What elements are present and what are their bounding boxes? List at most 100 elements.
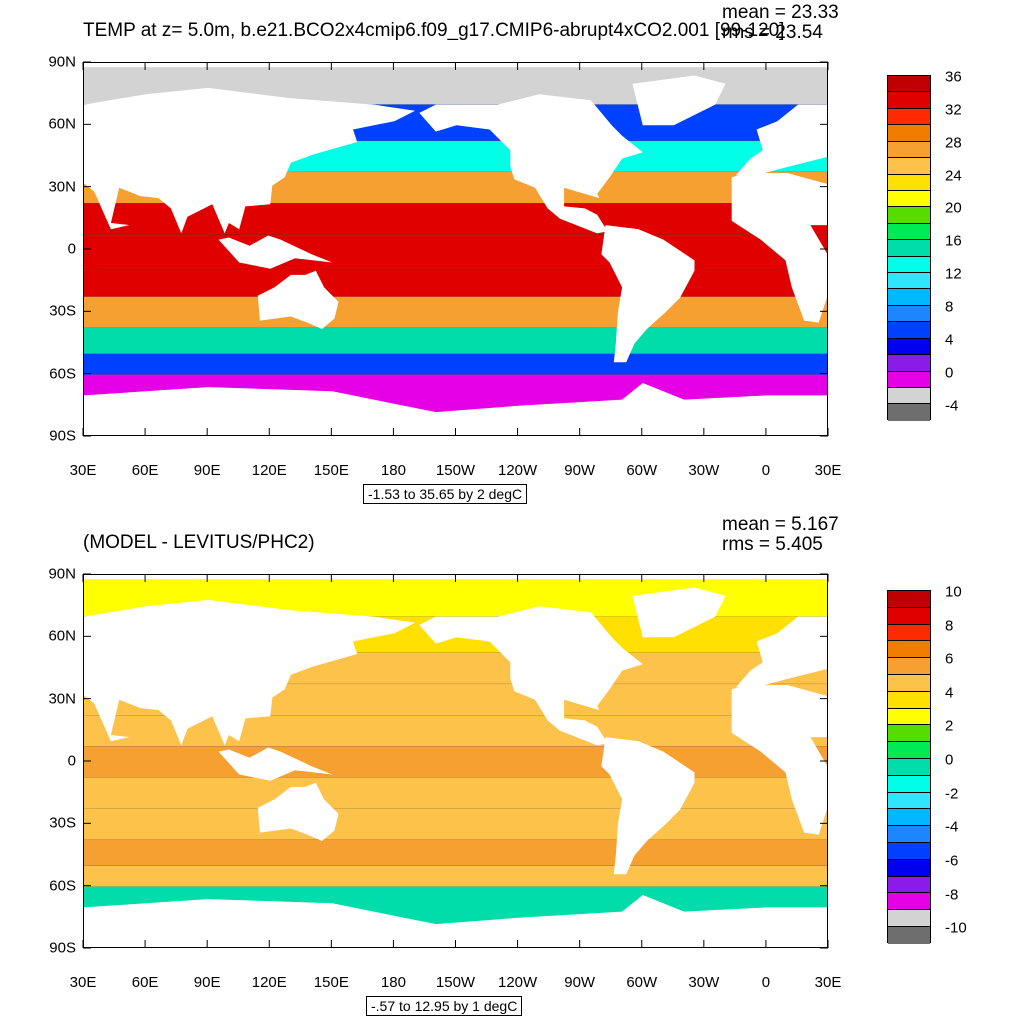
y-tick-label: 90N — [48, 565, 76, 583]
colorbar-swatch — [888, 338, 930, 356]
colorbar — [887, 75, 931, 421]
mean-label: mean = 23.33 — [722, 2, 839, 23]
colorbar-label: 28 — [945, 134, 962, 152]
sst-band — [84, 746, 827, 778]
rms-label: rms = 23.54 — [722, 22, 823, 43]
x-tick-label: 90W — [564, 462, 596, 479]
colorbar-swatch — [888, 842, 930, 860]
colorbar-swatch — [888, 725, 930, 743]
land-mask — [601, 225, 695, 363]
land-mask — [735, 616, 827, 688]
colorbar-label: 36 — [945, 68, 962, 86]
land-mask — [419, 606, 643, 746]
colorbar-label: 8 — [945, 617, 954, 635]
colorbar-swatch — [888, 926, 930, 944]
land-mask — [84, 895, 827, 947]
map-plot-area — [83, 62, 828, 436]
axis-ticks — [82, 61, 829, 437]
colorbar-swatch — [888, 624, 930, 642]
colorbar-swatch — [888, 859, 930, 877]
sst-band — [84, 839, 827, 866]
x-tick-label: 90E — [193, 462, 221, 479]
colorbar-swatch — [888, 893, 930, 911]
colorbar-swatch — [888, 708, 930, 726]
colorbar-label: -2 — [945, 785, 959, 803]
y-tick-label: 60S — [49, 365, 76, 383]
colorbar-label: -4 — [945, 397, 959, 415]
x-tick-label: 120W — [497, 974, 538, 991]
x-tick-label: 0 — [761, 462, 771, 479]
x-tick-label: 30W — [688, 462, 720, 479]
y-tick-label: 30N — [48, 690, 76, 708]
x-tick-label: 30W — [688, 974, 720, 991]
chart-panel-difference: (MODEL - LEVITUS/PHC2) mean = 5.167 rms … — [0, 512, 1024, 1024]
chart-title: (MODEL - LEVITUS/PHC2) — [83, 532, 315, 553]
colorbar-swatch — [888, 876, 930, 894]
colorbar-swatch — [888, 591, 930, 608]
colorbar-swatch — [888, 607, 930, 625]
map-svg — [84, 575, 827, 947]
axis-ticks — [82, 573, 829, 949]
colorbar-label: 0 — [945, 751, 954, 769]
sst-band — [84, 777, 827, 809]
colorbar-label: 16 — [945, 232, 962, 250]
x-tick-label: 30E — [814, 974, 842, 991]
colorbar-swatch — [888, 792, 930, 810]
colorbar-swatch — [888, 305, 930, 323]
colorbar-swatch — [888, 674, 930, 692]
colorbar-swatch — [888, 92, 930, 109]
land-mask — [257, 270, 339, 329]
mean-label: mean = 5.167 — [722, 514, 839, 535]
colorbar-swatch — [888, 910, 930, 927]
colorbar-swatch — [888, 371, 930, 389]
y-tick-label: 90S — [49, 427, 76, 445]
map-svg — [84, 63, 827, 435]
colorbar-label: -4 — [945, 818, 959, 836]
colorbar-label: 4 — [945, 331, 954, 349]
colorbar-swatch — [888, 404, 930, 421]
x-tick-label: 120E — [251, 974, 287, 991]
land-mask — [84, 599, 416, 746]
land-mask — [632, 587, 726, 638]
x-tick-label: 60W — [626, 462, 658, 479]
land-mask — [731, 173, 827, 323]
y-tick-label: 30S — [49, 302, 76, 320]
sst-band — [84, 296, 827, 328]
sst-band — [84, 203, 827, 235]
colorbar-swatch — [888, 691, 930, 709]
colorbar-swatch — [888, 641, 930, 659]
colorbar-label: 10 — [945, 583, 962, 601]
colorbar-swatch — [888, 190, 930, 208]
x-tick-label: 30E — [69, 462, 97, 479]
colorbar-swatch — [888, 240, 930, 257]
sst-band — [84, 327, 827, 354]
contour-range-label: -1.53 to 35.65 by 2 degC — [363, 484, 528, 504]
y-tick-label: 0 — [67, 240, 76, 258]
land-mask — [218, 747, 333, 781]
x-tick-label: 60W — [626, 974, 658, 991]
land-mask — [84, 383, 827, 435]
x-tick-label: 120E — [251, 462, 287, 479]
land-mask — [632, 75, 726, 126]
sst-band — [84, 265, 827, 297]
colorbar-swatch — [888, 125, 930, 142]
y-tick-label: 90S — [49, 939, 76, 957]
colorbar-swatch — [888, 826, 930, 843]
x-tick-label: 150E — [313, 974, 349, 991]
colorbar-label: 2 — [945, 717, 954, 735]
land-mask — [257, 782, 339, 841]
colorbar-swatch — [888, 775, 930, 793]
sst-band — [84, 234, 827, 266]
chart-title: TEMP at z= 5.0m, b.e21.BCO2x4cmip6.f09_g… — [83, 20, 785, 41]
y-tick-label: 60N — [48, 627, 76, 645]
sst-band — [84, 808, 827, 840]
sst-band — [84, 353, 827, 375]
land-mask — [735, 104, 827, 176]
x-tick-label: 90W — [564, 974, 596, 991]
colorbar-swatch — [888, 355, 930, 372]
sst-band — [84, 715, 827, 747]
colorbar-swatch — [888, 809, 930, 827]
colorbar-swatch — [888, 223, 930, 241]
colorbar-label: 6 — [945, 650, 954, 668]
colorbar-swatch — [888, 141, 930, 159]
